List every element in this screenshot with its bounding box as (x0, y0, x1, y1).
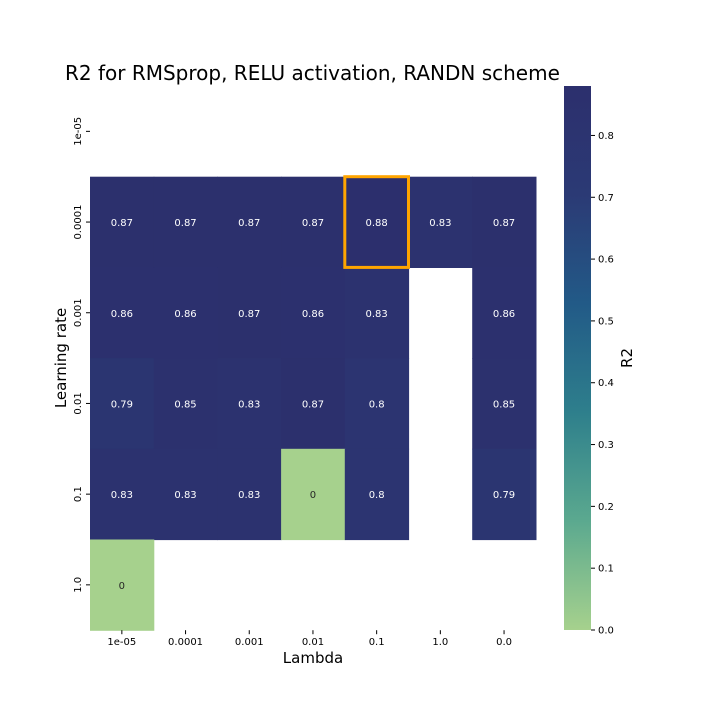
colorbar (564, 86, 591, 630)
colorbar-tick-label: 0.2 (598, 502, 614, 513)
cell-value-label: 0.86 (174, 309, 196, 320)
heatmap-cell-labels: 0.87 0.87 0.87 0.87 0.88 0.83 0.87 0.86 0.86 0.87… (111, 218, 515, 592)
y-tick-label: 0.001 (73, 298, 84, 327)
heatmap-cell (90, 176, 155, 268)
cell-value-label: 0.85 (493, 399, 515, 410)
colorbar-tick-label: 0.0 (598, 626, 614, 637)
heatmap-cell (344, 358, 410, 450)
cell-value-label: 0.87 (493, 218, 515, 229)
heatmap-cell (281, 358, 346, 450)
highlight-rect (343, 175, 410, 269)
heatmap-cell (281, 448, 346, 541)
cell-value-label: 0.83 (174, 490, 196, 501)
heatmap-cell (344, 176, 410, 268)
heatmap-cell (217, 448, 282, 541)
heatmap-cell (153, 448, 218, 541)
heatmap-cell (90, 267, 155, 359)
colorbar-tick-label: 0.5 (598, 316, 614, 327)
x-tick-label: 0.1 (369, 637, 385, 648)
x-axis-label: Lambda (283, 649, 343, 667)
heatmap-cell (344, 448, 410, 541)
heatmap-cell (90, 448, 155, 541)
heatmap-cell (153, 358, 218, 450)
cell-value-label: 0.88 (366, 218, 388, 229)
cell-value-label: 0.8 (369, 490, 385, 501)
y-tick-label: 1e-05 (73, 117, 84, 146)
cell-value-label: 0.87 (174, 218, 196, 229)
cell-value-label: 0 (310, 490, 316, 501)
heatmap-cell (344, 267, 410, 359)
cell-value-label: 0.83 (111, 490, 133, 501)
heatmap-cell (472, 358, 537, 450)
heatmap-cell (217, 358, 282, 450)
cell-value-label: 0.87 (111, 218, 133, 229)
x-tick-label: 1e-05 (107, 637, 136, 648)
cell-value-label: 0.83 (366, 309, 388, 320)
heatmap-cell (472, 176, 537, 268)
cell-value-label: 0.79 (493, 490, 515, 501)
cell-value-label: 0.8 (369, 399, 385, 410)
colorbar-tick-label: 0.8 (598, 131, 614, 142)
heatmap-cell (472, 448, 537, 541)
heatmap-cell (281, 267, 346, 359)
y-tick-label: 0.0001 (73, 205, 84, 240)
x-tick-label: 1.0 (432, 637, 448, 648)
colorbar-tick-label: 0.4 (598, 378, 614, 389)
heatmap-cells (90, 176, 537, 631)
heatmap-cell (472, 267, 537, 359)
cell-value-label: 0.83 (238, 399, 260, 410)
heatmap-cell (153, 176, 218, 268)
x-tick-label: 0.0 (496, 637, 512, 648)
cell-value-label: 0.85 (174, 399, 196, 410)
x-tick-label: 0.001 (235, 637, 264, 648)
y-axis-ticks: 1e-05 0.0001 0.001 0.01 0.1 1.0 (73, 117, 90, 593)
heatmap-cell (153, 267, 218, 359)
colorbar-label: R2 (618, 348, 636, 368)
y-axis-label: Learning rate (52, 308, 70, 408)
cell-value-label: 0.87 (238, 218, 260, 229)
y-tick-label: 0.01 (73, 392, 84, 414)
x-tick-label: 0.01 (302, 637, 324, 648)
colorbar-tick-label: 0.3 (598, 440, 614, 451)
cell-value-label: 0 (119, 581, 125, 592)
heatmap-cell (217, 176, 282, 268)
heatmap-cell (281, 176, 346, 268)
colorbar-tick-label: 0.1 (598, 564, 614, 575)
cell-value-label: 0.87 (302, 218, 324, 229)
colorbar-tick-label: 0.7 (598, 193, 614, 204)
cell-value-label: 0.86 (493, 309, 515, 320)
cell-value-label: 0.83 (429, 218, 451, 229)
colorbar-tick-label: 0.6 (598, 255, 614, 266)
heatmap-cell (408, 176, 473, 268)
x-tick-label: 0.0001 (168, 637, 203, 648)
y-tick-label: 0.1 (73, 486, 84, 502)
cell-value-label: 0.86 (111, 309, 133, 320)
heatmap-cell (217, 267, 282, 359)
chart-title: R2 for RMSprop, RELU activation, RANDN s… (65, 61, 560, 85)
cell-value-label: 0.87 (302, 399, 324, 410)
heatmap-cell (90, 539, 155, 631)
cell-value-label: 0.87 (238, 309, 260, 320)
cell-value-label: 0.86 (302, 309, 324, 320)
best-cell-highlight (343, 175, 410, 269)
y-tick-label: 1.0 (73, 577, 84, 593)
colorbar-ticks: 0.0 0.1 0.2 0.3 0.4 0.5 0.6 0.7 0.8 (591, 131, 614, 637)
x-axis-ticks: 1e-05 0.0001 0.001 0.01 0.1 1.0 0.0 (107, 630, 512, 648)
cell-value-label: 0.83 (238, 490, 260, 501)
cell-value-label: 0.79 (111, 399, 133, 410)
heatmap-cell (90, 358, 155, 450)
